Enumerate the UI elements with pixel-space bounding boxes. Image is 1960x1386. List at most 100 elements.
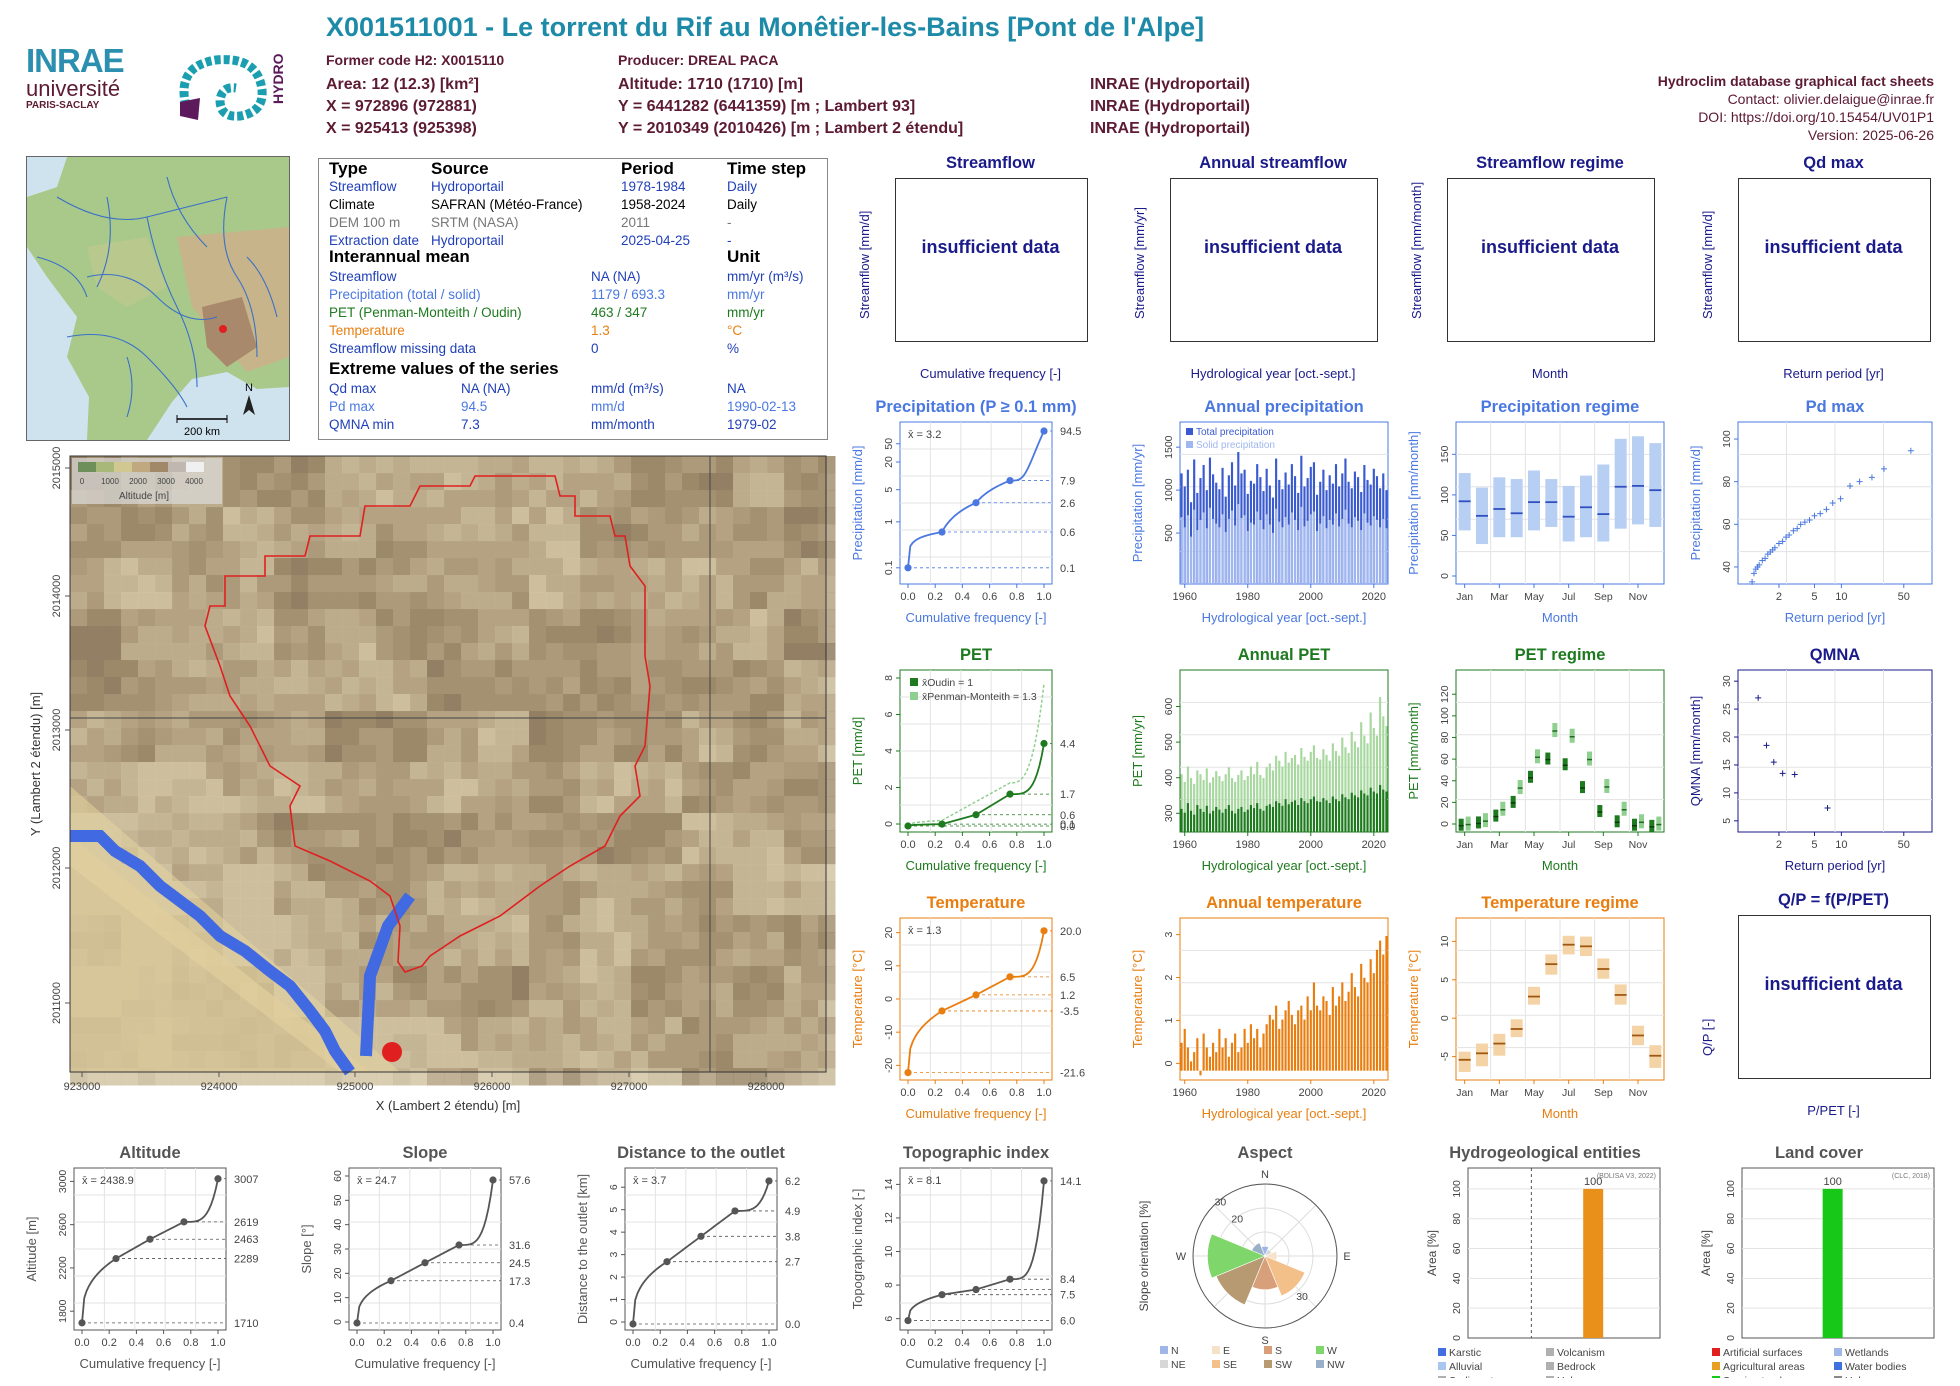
terrain-cell (274, 660, 292, 678)
y-tick-label: 25 (1721, 703, 1733, 715)
bar-solid-precip (1385, 528, 1388, 584)
bar-solid-precip (1278, 521, 1281, 584)
terrain-cell (138, 541, 156, 559)
annual_pet-chart: Annual PET Hydrological year [oct.-sept.]… (1128, 640, 1400, 880)
terrain-cell (257, 660, 275, 678)
bar-pet-oudin (1224, 808, 1227, 832)
terrain-cell (376, 983, 394, 1001)
terrain-cell (308, 507, 326, 525)
terrain-cell (189, 694, 207, 712)
terrain-cell (563, 830, 581, 848)
terrain-cell (801, 949, 819, 967)
bar-pet-pm (1366, 743, 1369, 832)
france-map-image: N 200 km (27, 157, 289, 440)
y-tick-label: 0 (332, 1319, 344, 1325)
terrain-cell (529, 592, 547, 610)
streamflow-plot-area (895, 178, 1088, 342)
terrain-cell (733, 847, 751, 865)
terrain-cell (495, 1051, 513, 1069)
terrain-cell (767, 949, 785, 967)
terrain-cell (750, 745, 768, 763)
terrain-cell (223, 847, 241, 865)
x-tick-label: 2000 (1299, 839, 1323, 851)
legend-label: Alluvial (1449, 1361, 1482, 1373)
terrain-cell (801, 898, 819, 916)
distance-mean-label: x̄ = 3.7 (633, 1175, 666, 1187)
terrain-cell (563, 626, 581, 644)
terrain-cell (274, 813, 292, 831)
terrain-cell (784, 915, 802, 933)
terrain-cell (801, 813, 819, 831)
terrain-cell (240, 609, 258, 627)
terrain-cell (274, 949, 292, 967)
doi-link[interactable]: DOI: https://doi.org/10.15454/UV01P1 (1698, 109, 1934, 125)
terrain-cell (699, 592, 717, 610)
bar-solid-precip (1344, 509, 1347, 584)
terrain-cell (444, 490, 462, 508)
terrain-cell (682, 864, 700, 882)
pd_max-point (1771, 544, 1778, 551)
x-tick-label: 924000 (201, 1081, 238, 1093)
pet_regime-title: PET regime (1515, 646, 1606, 664)
terrain-cell (155, 507, 173, 525)
terrain-cell (784, 745, 802, 763)
bar-solid-precip (1379, 527, 1382, 584)
terrain-cell (427, 847, 445, 865)
y-tick-label: 5 (1439, 977, 1451, 983)
bar-pet-pm (1306, 760, 1309, 832)
terrain-cell (767, 966, 785, 984)
bar-pet-pm (1278, 760, 1281, 832)
terrain-cell (291, 541, 309, 559)
terrain-cell (461, 728, 479, 746)
terrain-cell (410, 1000, 428, 1018)
terrain-cell (274, 932, 292, 950)
terrain-cell (138, 609, 156, 627)
terrain-cell (121, 592, 139, 610)
terrain-cell (444, 592, 462, 610)
terrain-cell (189, 541, 207, 559)
pd_max-xlabel: Return period [yr] (1785, 610, 1885, 625)
terrain-cell (495, 847, 513, 865)
y-tick-label: 100 (1439, 486, 1451, 504)
terrain-cell (665, 643, 683, 661)
terrain-cell (478, 864, 496, 882)
legend-tick: 3000 (157, 477, 175, 486)
mean-unit: % (727, 341, 740, 356)
bar-pet-pm (1293, 754, 1297, 832)
terrain-cell (580, 558, 598, 576)
terrain-cell (767, 677, 785, 695)
right-value-label: 0.6 (1060, 527, 1075, 539)
mean-unit: mm/yr (727, 287, 765, 302)
terrain-cell (699, 677, 717, 695)
terrain-cell (716, 575, 734, 593)
producer: Producer: DREAL PACA (618, 52, 779, 68)
terrain-cell (461, 881, 479, 899)
y-tick-label: 2011000 (51, 982, 63, 1024)
terrain-cell (597, 660, 615, 678)
bar-pet-oudin (1186, 803, 1189, 832)
annual_streamflow-plot-area (1170, 178, 1378, 342)
terrain-cell (529, 694, 547, 712)
legend-solid: Solid precipitation (1196, 440, 1275, 451)
terrain-cell (461, 575, 479, 593)
contact[interactable]: Contact: olivier.delaigue@inrae.fr (1727, 91, 1934, 107)
x-tick-label: 0.8 (1009, 1337, 1024, 1349)
terrain-cell (274, 711, 292, 729)
terrain-cell (750, 881, 768, 899)
terrain-cell (818, 762, 836, 780)
bar-solid-precip (1293, 519, 1297, 584)
terrain-cell (512, 949, 530, 967)
terrain-cell (495, 1034, 513, 1052)
bar-temperature (1249, 1024, 1252, 1071)
terrain-cell (801, 966, 819, 984)
bar-temperature (1224, 1038, 1227, 1071)
terrain-cell (376, 796, 394, 814)
ring-label: 30 (1215, 1197, 1227, 1209)
x-tick-label: 0.6 (156, 1337, 171, 1349)
terrain-cell (716, 694, 734, 712)
terrain-cell (665, 592, 683, 610)
terrain-cell (393, 592, 411, 610)
precip_regime-xlabel: Month (1542, 610, 1578, 625)
